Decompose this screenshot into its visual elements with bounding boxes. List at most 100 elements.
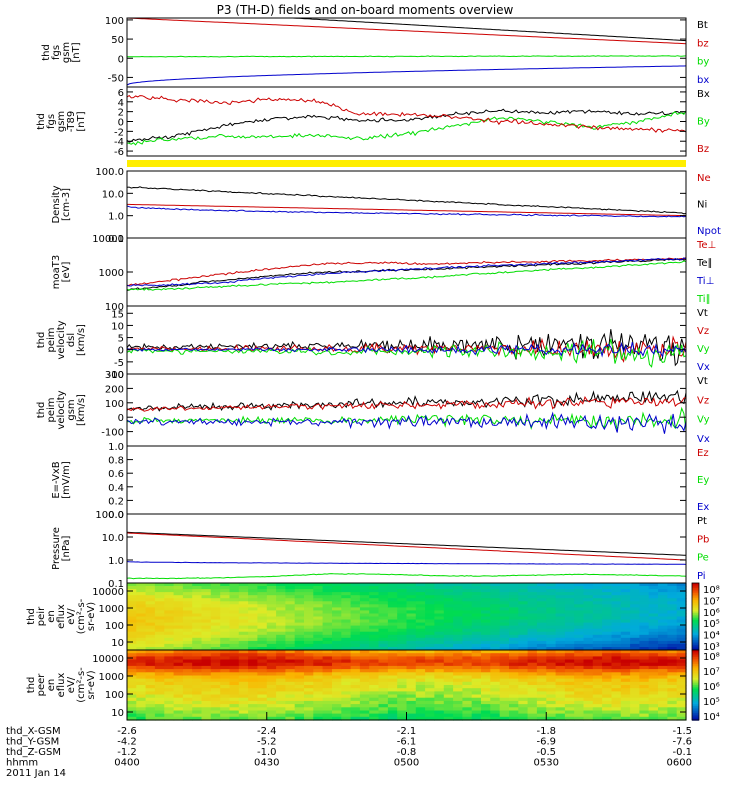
heatmap-cell xyxy=(611,697,622,702)
heatmap-cell xyxy=(648,634,659,639)
heatmap-cell xyxy=(378,675,389,680)
series-line-Vt xyxy=(126,389,687,412)
y-axis-label-line: sr-eV) xyxy=(86,670,97,699)
heatmap-cell xyxy=(332,647,342,651)
heatmap-cell xyxy=(266,619,277,624)
heatmap-cell xyxy=(546,710,557,715)
heatmap-cell xyxy=(443,583,454,587)
heatmap-cell xyxy=(639,707,650,712)
heatmap-cell xyxy=(173,659,184,664)
colorbar-segment xyxy=(692,657,699,660)
heatmap-cell xyxy=(369,694,380,699)
heatmap-cell xyxy=(304,637,314,642)
heatmap-cell xyxy=(173,678,184,683)
heatmap-cell xyxy=(332,656,342,661)
heatmap-cell xyxy=(620,650,631,654)
heatmap-cell xyxy=(350,616,361,621)
heatmap-cell xyxy=(536,607,547,611)
heatmap-cell xyxy=(602,604,612,608)
heatmap-cell xyxy=(387,704,398,708)
heatmap-cell xyxy=(257,681,268,686)
heatmap-cell xyxy=(676,700,687,705)
heatmap-cell xyxy=(499,681,510,686)
heatmap-cell xyxy=(285,589,296,593)
heatmap-cell xyxy=(639,616,650,621)
heatmap-cell xyxy=(294,595,305,599)
heatmap-cell xyxy=(676,685,687,689)
heatmap-cell xyxy=(536,586,547,590)
heatmap-cell xyxy=(527,694,538,699)
series-line-Vx xyxy=(126,341,687,358)
heatmap-cell xyxy=(378,681,389,686)
series-line-Bz xyxy=(126,94,687,133)
heatmap-cell xyxy=(546,694,557,699)
heatmap-cell xyxy=(490,716,501,721)
heatmap-cell xyxy=(378,669,389,673)
heatmap-cell xyxy=(536,691,547,696)
heatmap-cell xyxy=(220,675,231,680)
heatmap-cell xyxy=(257,637,268,642)
heatmap-cell xyxy=(220,707,231,712)
heatmap-cell xyxy=(574,659,585,664)
heatmap-cell xyxy=(462,662,473,667)
footer-value: -5.2 xyxy=(257,737,277,748)
heatmap-cell xyxy=(285,659,296,664)
series-line-Pe xyxy=(126,573,687,580)
heatmap-cell xyxy=(481,619,491,624)
y-tick-label: 1000 xyxy=(99,604,124,615)
heatmap-cell xyxy=(127,601,137,605)
heatmap-cell xyxy=(592,647,603,651)
heatmap-cell xyxy=(602,713,612,718)
heatmap-cell xyxy=(350,710,361,715)
heatmap-cell xyxy=(536,716,547,721)
heatmap-cell xyxy=(602,583,612,587)
heatmap-cell xyxy=(509,685,519,689)
heatmap-cell xyxy=(285,592,296,596)
heatmap-cell xyxy=(192,694,203,699)
heatmap-cell xyxy=(471,691,482,696)
heatmap-cell xyxy=(658,672,668,677)
y-tick-label: 100 xyxy=(105,690,124,701)
heatmap-cell xyxy=(359,704,370,708)
footer-value: -1.2 xyxy=(117,747,137,758)
heatmap-cell xyxy=(462,710,473,715)
heatmap-cell xyxy=(536,637,547,642)
heatmap-cell xyxy=(397,653,408,657)
heatmap-cell xyxy=(536,650,547,654)
series-line-By xyxy=(126,110,687,146)
heatmap-cell xyxy=(397,685,408,689)
heatmap-cell xyxy=(434,713,445,718)
heatmap-cell xyxy=(620,607,631,611)
heatmap-cell xyxy=(648,631,659,636)
heatmap-cell xyxy=(164,669,175,673)
heatmap-cell xyxy=(397,604,408,608)
heatmap-cell xyxy=(266,700,277,705)
heatmap-cell xyxy=(229,625,240,630)
heatmap-cell xyxy=(304,586,314,590)
heatmap-cell xyxy=(201,640,212,645)
heatmap-cell xyxy=(341,672,352,677)
heatmap-cell xyxy=(592,628,603,633)
heatmap-cell xyxy=(602,710,612,715)
heatmap-cell xyxy=(481,691,491,696)
heatmap-cell xyxy=(201,704,212,708)
heatmap-cell xyxy=(341,675,352,680)
heatmap-cell xyxy=(350,607,361,611)
heatmap-cell xyxy=(425,669,435,673)
heatmap-cell xyxy=(611,672,622,677)
heatmap-cell xyxy=(555,681,566,686)
heatmap-cell xyxy=(332,604,342,608)
heatmap-cell xyxy=(509,640,519,645)
heatmap-cell xyxy=(397,607,408,611)
heatmap-cell xyxy=(201,592,212,596)
heatmap-cell xyxy=(359,697,370,702)
heatmap-cell xyxy=(294,650,305,654)
heatmap-cell xyxy=(341,634,352,639)
heatmap-cell xyxy=(397,598,408,602)
heatmap-cell xyxy=(248,707,258,712)
heatmap-cell xyxy=(378,598,389,602)
heatmap-cell xyxy=(164,710,175,715)
heatmap-cell xyxy=(276,619,286,624)
heatmap-cell xyxy=(499,604,510,608)
colorbar-segment xyxy=(692,606,699,609)
